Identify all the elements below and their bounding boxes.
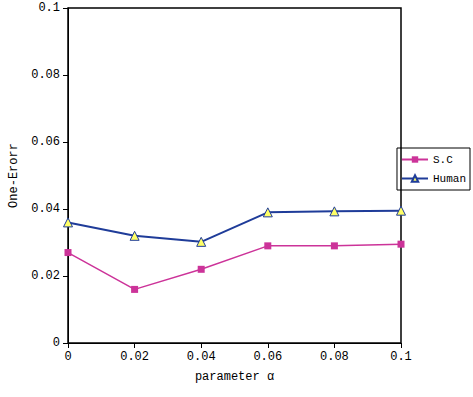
svg-text:Human: Human bbox=[433, 173, 466, 185]
svg-text:0.04: 0.04 bbox=[31, 202, 60, 216]
svg-text:0.02: 0.02 bbox=[31, 269, 60, 283]
svg-text:0.08: 0.08 bbox=[31, 68, 60, 82]
svg-text:0.1: 0.1 bbox=[390, 350, 412, 364]
svg-text:0.04: 0.04 bbox=[187, 350, 216, 364]
svg-text:0.06: 0.06 bbox=[253, 350, 282, 364]
svg-text:0.1: 0.1 bbox=[38, 1, 60, 15]
svg-text:0.08: 0.08 bbox=[320, 350, 349, 364]
svg-text:0.02: 0.02 bbox=[120, 350, 149, 364]
svg-text:0: 0 bbox=[64, 350, 71, 364]
svg-text:S.C: S.C bbox=[433, 154, 453, 166]
svg-text:0: 0 bbox=[53, 336, 60, 350]
svg-text:parameter α: parameter α bbox=[195, 370, 274, 384]
svg-text:One-Erorr: One-Erorr bbox=[7, 143, 21, 208]
svg-text:0.06: 0.06 bbox=[31, 135, 60, 149]
